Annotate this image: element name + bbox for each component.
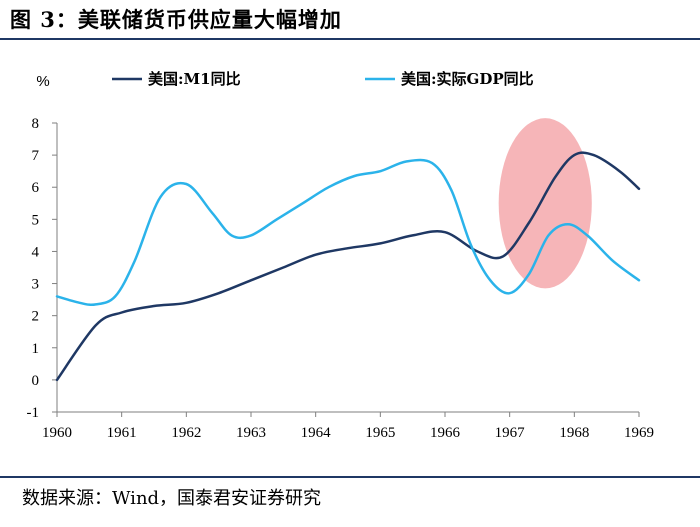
legend-item-m1: 美国:M1同比 bbox=[112, 70, 241, 88]
y-tick-label: 2 bbox=[32, 309, 40, 325]
figure-title: 图 3：美联储货币供应量大幅增加 bbox=[10, 7, 342, 32]
x-tick-label: 1961 bbox=[107, 425, 137, 441]
series-line-real-gdp bbox=[55, 158, 641, 307]
x-tick-label: 1966 bbox=[430, 425, 461, 441]
x-tick-label: 1968 bbox=[559, 425, 589, 441]
line-chart: -1 0 1 2 3 4 5 6 7 8% 1960 1961 1962 1963 1964 1965 1966… bbox=[27, 70, 655, 441]
series-line-m1 bbox=[55, 151, 641, 382]
x-tick-label: 1965 bbox=[365, 425, 395, 441]
legend-label: 美国:实际GDP同比 bbox=[401, 70, 534, 88]
y-tick-label: 6 bbox=[32, 180, 40, 196]
top-rule bbox=[0, 38, 700, 40]
highlight-ellipse bbox=[498, 118, 592, 289]
y-tick-label: 5 bbox=[32, 212, 40, 228]
y-tick-label: 0 bbox=[32, 373, 40, 389]
x-tick-label: 1960 bbox=[42, 425, 72, 441]
x-tick-label: 1967 bbox=[495, 425, 526, 441]
x-tick-label: 1962 bbox=[171, 425, 201, 441]
y-tick-label: 3 bbox=[32, 277, 40, 293]
y-tick-label: 4 bbox=[32, 244, 40, 260]
bottom-rule bbox=[0, 476, 700, 478]
x-tick-label: 1963 bbox=[236, 425, 266, 441]
y-tick-label: 7 bbox=[32, 148, 40, 164]
x-tick-label: 1969 bbox=[624, 425, 654, 441]
data-source-note: 数据来源：Wind，国泰君安证券研究 bbox=[22, 488, 322, 509]
y-tick-label: -1 bbox=[27, 405, 40, 421]
y-tick-label: 8 bbox=[32, 116, 40, 132]
y-unit-label: % bbox=[36, 73, 49, 90]
y-tick-label: 1 bbox=[32, 341, 40, 357]
legend-item-real-gdp: 美国:实际GDP同比 bbox=[365, 70, 534, 88]
legend-label: 美国:M1同比 bbox=[148, 70, 241, 88]
x-tick-label: 1964 bbox=[301, 425, 332, 441]
